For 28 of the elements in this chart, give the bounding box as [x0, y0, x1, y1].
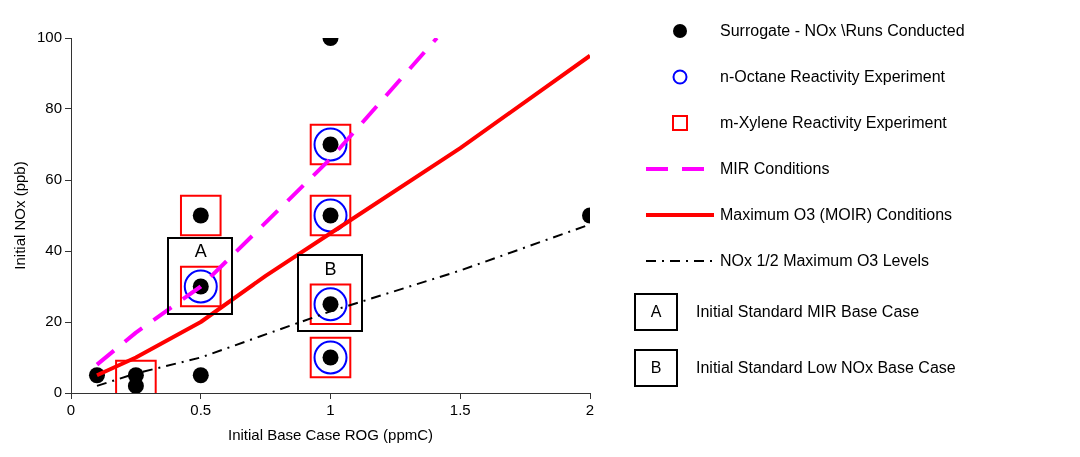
x-tick-label: 0: [66, 401, 76, 419]
y-tick-label: 80: [45, 99, 63, 117]
point: [179, 194, 222, 237]
legend-label: m-Xylene Reactivity Experiment: [720, 114, 947, 132]
y-tick-label: 0: [53, 383, 63, 401]
x-tick-label: 1.5: [449, 401, 471, 419]
x-tick-label: 1: [326, 401, 335, 419]
x-tick-label: 0.5: [190, 401, 212, 419]
y-tick-label: 40: [45, 241, 63, 259]
x-axis-title: Initial Base Case ROG (ppmC): [227, 426, 434, 444]
legend-label: Maximum O3 (MOIR) Conditions: [720, 206, 953, 224]
text: Initial Standard Low NOx Base Case: [696, 359, 956, 377]
text: Initial Standard MIR Base Case: [696, 303, 920, 321]
line-series: [94, 38, 439, 367]
annotation: A: [194, 241, 207, 262]
annotation: B: [324, 259, 337, 280]
legend-label: Surrogate - NOx \Runs Conducted: [720, 22, 965, 40]
y-tick-label: 100: [37, 28, 63, 46]
x-tick-label: 2: [585, 401, 595, 419]
y-axis-title: Initial NOx (ppb): [11, 161, 29, 270]
y-tick-label: 20: [45, 312, 63, 330]
legend-label: MIR Conditions: [720, 160, 830, 178]
legend-label: NOx 1/2 Maximum O3 Levels: [720, 252, 929, 270]
point: [192, 367, 209, 384]
text: A: [650, 303, 662, 320]
y-tick-label: 60: [45, 170, 63, 188]
text: B: [650, 359, 662, 376]
legend-label: n-Octane Reactivity Experiment: [720, 68, 945, 86]
